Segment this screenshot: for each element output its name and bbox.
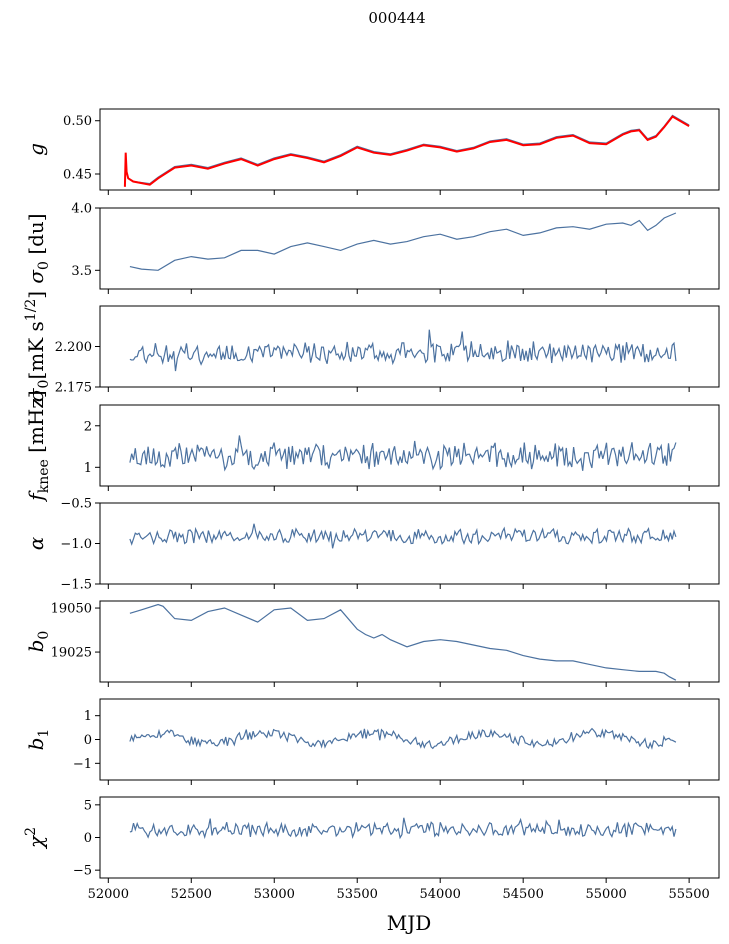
ytick-label: −0.5 (60, 497, 92, 512)
panel-g: 0.45 0.50 g (24, 108, 720, 195)
xtick-label: 55500 (668, 887, 709, 902)
panel-chi2: 52000 52500 53000 53500 54000 54500 55000 55500… (23, 796, 720, 902)
axes-frame-g (99, 108, 720, 191)
series-g-fit (123, 115, 690, 187)
y-axis-label-sigma0_du: σ0 [du] (24, 213, 52, 283)
panel-b0: 19025 19050 b0 (24, 600, 720, 687)
ytick-label: 19025 (51, 646, 92, 661)
series-sigma0_du-sigma0 (129, 212, 677, 271)
ytick-label: 5 (84, 798, 92, 813)
axes-frame-sigma0_du (99, 207, 720, 290)
ytick-label: −1.0 (60, 537, 92, 552)
ytick-label: 2.175 (55, 381, 92, 396)
xtick-label: 52000 (88, 887, 129, 902)
ytick-label: 2 (84, 419, 92, 434)
xtick-label: 55000 (585, 887, 626, 902)
axes-frame-chi2 (99, 796, 720, 879)
y-axis-label-b0: b0 (24, 631, 52, 653)
figure-title: 000444 (368, 9, 425, 27)
ytick-label: 2.200 (55, 340, 92, 355)
y-axis-label-b1: b1 (24, 729, 52, 751)
axes-frame-b0 (99, 600, 720, 683)
ytick-label: 0 (84, 831, 92, 846)
series-fknee-fknee (129, 435, 677, 472)
series-chi2-chi2 (129, 817, 677, 840)
panel-fknee: 1 2 fknee [mHz] (24, 390, 720, 503)
series-sigma0_mk-white-noise (129, 329, 677, 372)
series-alpha-alpha (129, 523, 677, 549)
ytick-label: −1.5 (60, 578, 92, 593)
ytick-label: −5 (73, 864, 92, 879)
panel-alpha: −1.5 −1.0 −0.5 α (24, 497, 720, 593)
xtick-label: 53500 (337, 887, 378, 902)
panel-b1: −1 0 1 b1 (24, 698, 720, 785)
ytick-label: 0.50 (63, 114, 92, 129)
x-axis-label: MJD (387, 911, 432, 935)
ytick-label: 4.0 (71, 202, 92, 217)
axes-frame-alpha (99, 502, 720, 585)
y-axis-label-alpha: α (24, 536, 48, 550)
axes-frame-fknee (99, 404, 720, 487)
y-axis-label-chi2: χ2 (23, 827, 48, 850)
ytick-label: 1 (84, 709, 92, 724)
xtick-label: 54000 (420, 887, 461, 902)
y-axis-label-fknee: fknee [mHz] (24, 390, 52, 502)
ytick-label: 19050 (51, 602, 92, 617)
series-b0-b0 (129, 603, 677, 681)
ytick-label: −1 (73, 757, 92, 772)
xtick-label: 53000 (254, 887, 295, 902)
y-axis-label-g: g (24, 143, 48, 156)
ytick-label: 1 (84, 461, 92, 476)
axes-frame-b1 (99, 698, 720, 781)
y-axis-label-sigma0_mk: σ0[mK s1/2] (23, 291, 52, 402)
ytick-label: 0.45 (63, 168, 92, 183)
ytick-label: 0 (84, 733, 92, 748)
series-b1-b1 (129, 727, 677, 750)
xtick-label: 54500 (502, 887, 543, 902)
ytick-label: 3.5 (71, 264, 92, 279)
xtick-label: 52500 (171, 887, 212, 902)
panel-sigma0_du: 3.5 4.0 σ0 [du] (24, 202, 720, 294)
